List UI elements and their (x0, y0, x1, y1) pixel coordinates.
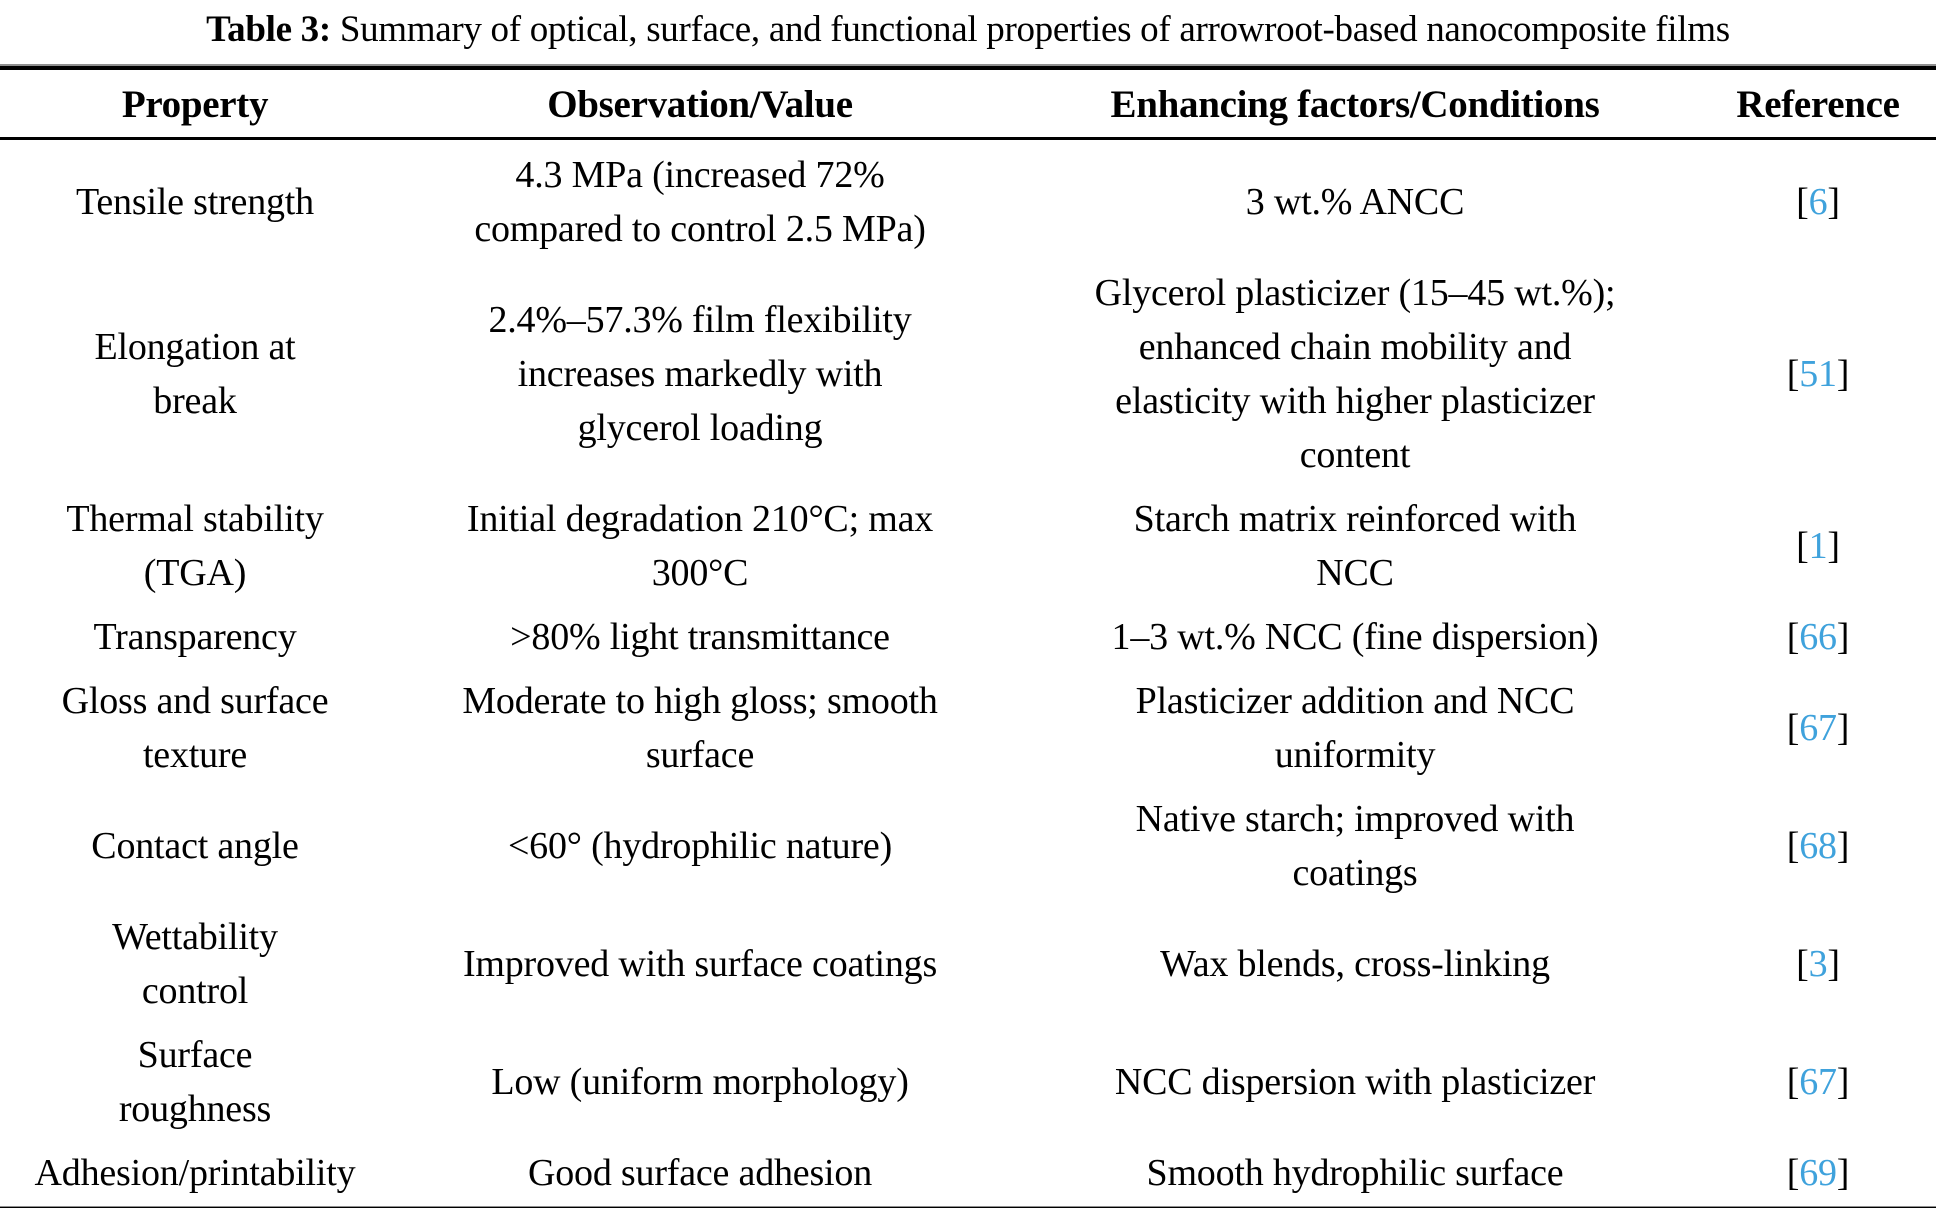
column-header-observation-value: Observation/Value (390, 70, 1010, 141)
reference-cell: [1] (1700, 488, 1936, 606)
observation-cell: Improved with surface coatings (462, 942, 938, 985)
factors-cell: 1–3 wt.% NCC (fine dispersion) (1111, 616, 1599, 659)
reference-bracket-close: ] (1836, 616, 1850, 659)
factors-cell: Wax blends, cross-linking (1160, 942, 1550, 985)
observation-cell: 2.4%–57.3% film flexibility increases ma… (488, 299, 912, 450)
reference-bracket-close: ] (1827, 942, 1840, 985)
table-row: Surface roughness Low (uniform morphology… (0, 1024, 1936, 1142)
factors-cell: Plasticizer addition and NCC uniformity (1135, 679, 1575, 776)
column-header-property: Property (0, 70, 390, 141)
observation-cell: Moderate to high gloss; smooth surface (462, 679, 938, 776)
observation-cell: Initial degradation 210°C; max 300°C (466, 498, 934, 595)
header-row: Property Observation/Value Enhancing fac… (0, 70, 1936, 141)
factors-cell: Starch matrix reinforced with NCC (1133, 498, 1577, 595)
table-caption-label: Table 3: (206, 9, 331, 50)
reference-cell: [3] (1700, 906, 1936, 1024)
table-bottom-rule (0, 1205, 1936, 1208)
reference-bracket-open: [ (1786, 1060, 1800, 1103)
factors-cell: Native starch; improved with coatings (1135, 797, 1575, 894)
table-top-rule (0, 64, 1936, 71)
property-cell: Adhesion/printability (34, 1151, 356, 1194)
column-header-reference: Reference (1700, 70, 1936, 141)
table-row: Transparency >80% light transmittance 1–3 … (0, 606, 1936, 670)
reference-bracket-close: ] (1836, 1060, 1850, 1103)
reference-link[interactable]: 69 (1799, 1151, 1837, 1194)
reference-bracket-close: ] (1827, 181, 1840, 224)
reference-bracket-open: [ (1796, 181, 1809, 224)
reference-cell: [68] (1700, 788, 1936, 906)
reference-cell: [51] (1700, 262, 1936, 488)
reference-cell: [69] (1700, 1142, 1936, 1206)
reference-cell: [66] (1700, 606, 1936, 670)
reference-link[interactable]: 51 (1799, 353, 1837, 396)
reference-bracket-close: ] (1836, 824, 1850, 867)
reference-bracket-open: [ (1786, 353, 1800, 396)
factors-cell: 3 wt.% ANCC (1245, 181, 1465, 224)
reference-link[interactable]: 6 (1808, 181, 1828, 224)
reference-bracket-close: ] (1836, 706, 1850, 749)
column-header-enhancing-factors: Enhancing factors/Conditions (1010, 70, 1700, 141)
reference-link[interactable]: 67 (1799, 706, 1837, 749)
table-row: Thermal stability (TGA) Initial degradati… (0, 488, 1936, 606)
reference-bracket-close: ] (1836, 353, 1850, 396)
property-cell: Surface roughness (118, 1033, 272, 1130)
property-cell: Wettability control (112, 915, 278, 1012)
factors-cell: Glycerol plasticizer (15–45 wt.%); enhan… (1094, 272, 1616, 477)
observation-cell: Good surface adhesion (527, 1151, 873, 1194)
table-row: Adhesion/printability Good surface adhesi… (0, 1142, 1936, 1206)
factors-cell: NCC dispersion with plasticizer (1114, 1060, 1596, 1103)
reference-cell: [6] (1700, 139, 1936, 262)
reference-bracket-open: [ (1786, 1151, 1800, 1194)
observation-cell: 4.3 MPa (increased 72% compared to contr… (474, 154, 926, 251)
table-row: Tensile strength 4.3 MPa (increased 72% c… (0, 139, 1936, 262)
property-cell: Thermal stability (TGA) (66, 498, 324, 595)
factors-cell: Smooth hydrophilic surface (1146, 1151, 1564, 1194)
reference-bracket-close: ] (1836, 1151, 1850, 1194)
reference-bracket-open: [ (1796, 942, 1809, 985)
observation-cell: >80% light transmittance (510, 616, 890, 659)
observation-cell: Low (uniform morphology) (491, 1060, 909, 1103)
property-cell: Elongation at break (94, 326, 296, 423)
reference-bracket-open: [ (1796, 525, 1809, 568)
reference-link[interactable]: 3 (1808, 942, 1828, 985)
property-cell: Tensile strength (76, 181, 314, 224)
table-row: Wettability control Improved with surface… (0, 906, 1936, 1024)
reference-link[interactable]: 67 (1799, 1060, 1837, 1103)
properties-table: Property Observation/Value Enhancing fac… (0, 70, 1936, 1205)
reference-bracket-open: [ (1786, 616, 1800, 659)
reference-cell: [67] (1700, 670, 1936, 788)
table-caption-text: Summary of optical, surface, and functio… (330, 9, 1730, 50)
observation-cell: <60° (hydrophilic nature) (507, 824, 893, 867)
property-cell: Gloss and surface texture (61, 679, 329, 776)
reference-link[interactable]: 1 (1808, 525, 1828, 568)
table-caption: Table 3: Summary of optical, surface, an… (0, 0, 1936, 64)
reference-cell: [67] (1700, 1024, 1936, 1142)
table-row: Contact angle <60° (hydrophilic nature) Na… (0, 788, 1936, 906)
table-row: Gloss and surface texture Moderate to hig… (0, 670, 1936, 788)
property-cell: Contact angle (91, 824, 299, 867)
reference-bracket-open: [ (1786, 706, 1800, 749)
reference-link[interactable]: 66 (1799, 616, 1837, 659)
table-row: Elongation at break 2.4%–57.3% film flexi… (0, 262, 1936, 488)
reference-bracket-open: [ (1786, 824, 1800, 867)
reference-link[interactable]: 68 (1799, 824, 1837, 867)
property-cell: Transparency (93, 616, 297, 659)
reference-bracket-close: ] (1827, 525, 1840, 568)
